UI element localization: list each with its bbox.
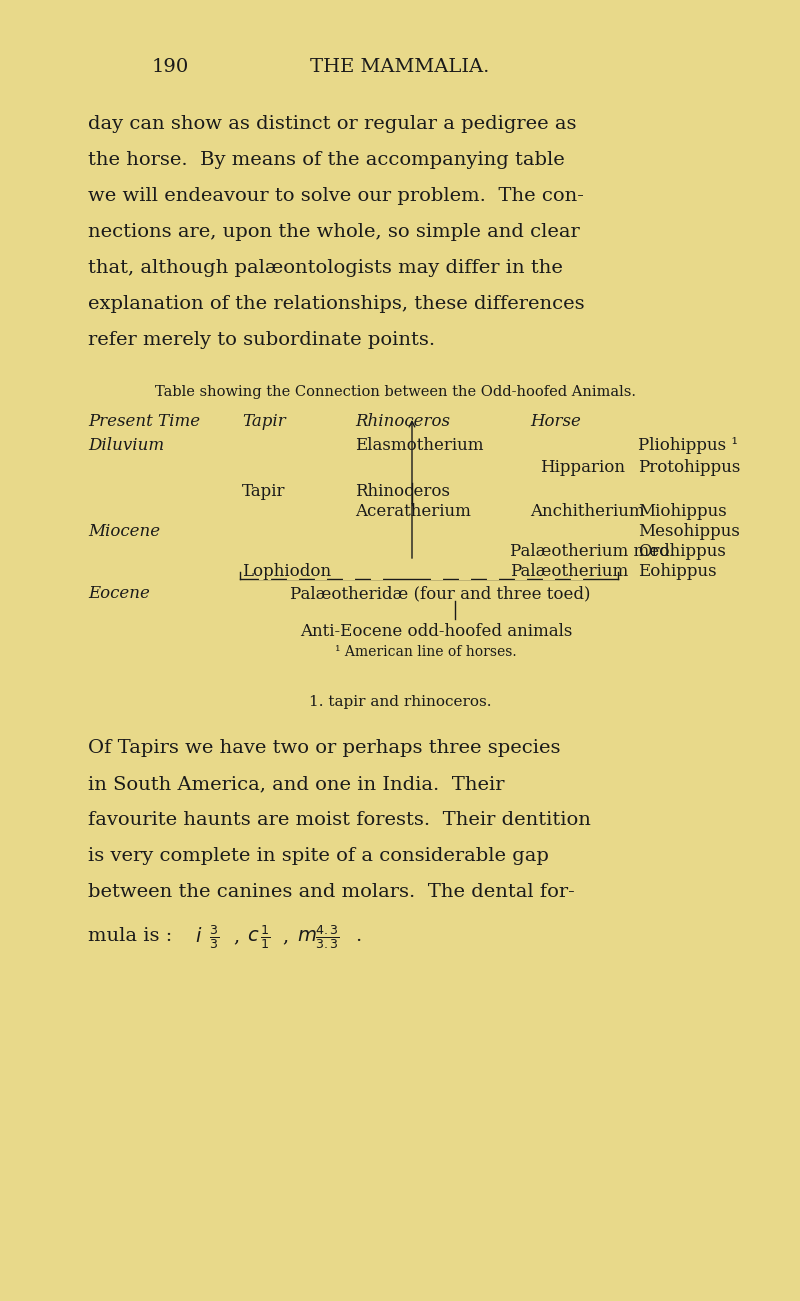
Text: Of Tapirs we have two or perhaps three species: Of Tapirs we have two or perhaps three s…	[88, 739, 561, 757]
Text: Palæotherium med.: Palæotherium med.	[510, 543, 675, 559]
Text: the horse.  By means of the accompanying table: the horse. By means of the accompanying …	[88, 151, 565, 169]
Text: nections are, upon the whole, so simple and clear: nections are, upon the whole, so simple …	[88, 222, 580, 241]
Text: Protohippus: Protohippus	[638, 459, 740, 476]
Text: Tapir: Tapir	[242, 412, 286, 431]
Text: ,: ,	[233, 928, 239, 945]
Text: we will endeavour to solve our problem.  The con-: we will endeavour to solve our problem. …	[88, 187, 584, 206]
Text: ,: ,	[282, 928, 288, 945]
Text: is very complete in spite of a considerable gap: is very complete in spite of a considera…	[88, 847, 549, 865]
Text: Tapir: Tapir	[242, 483, 286, 500]
Text: $\frac{3}{3}$: $\frac{3}{3}$	[209, 922, 219, 951]
Text: Miocene: Miocene	[88, 523, 160, 540]
Text: $m$: $m$	[297, 928, 317, 945]
Text: Pliohippus ¹: Pliohippus ¹	[638, 437, 738, 454]
Text: Rhinoceros: Rhinoceros	[355, 412, 450, 431]
Text: $\frac{4{.}3}{3{.}3}$: $\frac{4{.}3}{3{.}3}$	[315, 922, 339, 951]
Text: mula is :: mula is :	[88, 928, 178, 945]
Text: Diluvium: Diluvium	[88, 437, 164, 454]
Text: Anchitherium: Anchitherium	[530, 503, 645, 520]
Text: 1. tapir and rhinoceros.: 1. tapir and rhinoceros.	[309, 695, 491, 709]
Text: Elasmotherium: Elasmotherium	[355, 437, 483, 454]
Text: $\frac{1}{1}$: $\frac{1}{1}$	[260, 922, 270, 951]
Text: Eohippus: Eohippus	[638, 563, 717, 580]
Text: THE MAMMALIA.: THE MAMMALIA.	[310, 59, 490, 75]
Text: Hipparion: Hipparion	[540, 459, 625, 476]
Text: Present Time: Present Time	[88, 412, 200, 431]
Text: Mesohippus: Mesohippus	[638, 523, 740, 540]
Text: favourite haunts are moist forests.  Their dentition: favourite haunts are moist forests. Thei…	[88, 811, 591, 829]
Text: refer merely to subordinate points.: refer merely to subordinate points.	[88, 330, 435, 349]
Text: day can show as distinct or regular a pedigree as: day can show as distinct or regular a pe…	[88, 114, 577, 133]
Text: Lophiodon: Lophiodon	[242, 563, 331, 580]
Text: $i$: $i$	[195, 928, 202, 946]
Text: Table showing the Connection between the Odd-hoofed Animals.: Table showing the Connection between the…	[155, 385, 636, 399]
Text: Palæotherium: Palæotherium	[510, 563, 628, 580]
Text: Anti-Eocene odd-hoofed animals: Anti-Eocene odd-hoofed animals	[300, 623, 572, 640]
Text: ¹ American line of horses.: ¹ American line of horses.	[335, 645, 517, 660]
Text: Miohippus: Miohippus	[638, 503, 726, 520]
Text: that, although palæontologists may differ in the: that, although palæontologists may diffe…	[88, 259, 563, 277]
Text: Orohippus: Orohippus	[638, 543, 726, 559]
Text: 190: 190	[152, 59, 190, 75]
Text: Rhinoceros: Rhinoceros	[355, 483, 450, 500]
Text: explanation of the relationships, these differences: explanation of the relationships, these …	[88, 295, 585, 314]
Text: $c$: $c$	[247, 928, 259, 945]
Text: Horse: Horse	[530, 412, 581, 431]
Text: Eocene: Eocene	[88, 585, 150, 602]
Text: between the canines and molars.  The dental for-: between the canines and molars. The dent…	[88, 883, 574, 902]
Text: Aceratherium: Aceratherium	[355, 503, 471, 520]
Text: .: .	[355, 928, 362, 945]
Text: in South America, and one in India.  Their: in South America, and one in India. Thei…	[88, 775, 505, 794]
Text: Palæotheridæ (four and three toed): Palæotheridæ (four and three toed)	[290, 585, 590, 602]
